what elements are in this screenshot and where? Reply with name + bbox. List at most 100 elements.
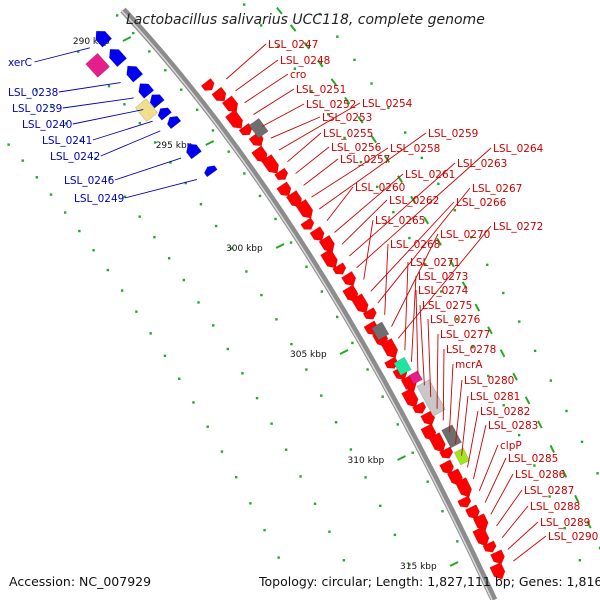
forward-gene-arrow[interactable] [457, 495, 472, 508]
forward-gene-label[interactable]: LSL_0278 [446, 344, 496, 356]
forward-gene-label[interactable]: LSL_0251 [296, 84, 346, 96]
gray-feature[interactable] [248, 117, 269, 139]
reverse-gene-label[interactable]: LSL_0242 [50, 151, 100, 163]
forward-gene-label[interactable]: clpP [500, 440, 522, 452]
forward-gene-label[interactable]: LSL_0282 [480, 406, 530, 418]
reverse-gene-arrow[interactable] [157, 107, 173, 121]
reverse-gene-arrow[interactable] [126, 65, 144, 83]
forward-gene-label[interactable]: LSL_0289 [540, 517, 590, 529]
forward-gene-label[interactable]: LSL_0283 [488, 420, 538, 432]
forward-gene-label[interactable]: LSL_0285 [508, 453, 558, 465]
forward-gene-label[interactable]: LSL_0253 [322, 112, 372, 124]
forward-gene-label[interactable]: LSL_0270 [440, 229, 490, 241]
forward-gene-label[interactable]: LSL_0254 [362, 98, 413, 110]
forward-gene-label[interactable]: LSL_0257 [340, 154, 390, 166]
forward-gene-label[interactable]: LSL_0248 [280, 55, 330, 67]
forward-gene-arrow[interactable] [362, 307, 377, 320]
forward-gene-label[interactable]: LSL_0280 [464, 375, 514, 387]
forward-gene-label[interactable]: LSL_0261 [405, 169, 455, 181]
forward-gene-arrow[interactable] [341, 270, 357, 286]
forward-gene-arrow[interactable] [412, 401, 427, 414]
forward-gene-arrow[interactable] [309, 226, 325, 242]
forward-gene-label[interactable]: LSL_0287 [524, 485, 574, 497]
forward-gene-arrow[interactable] [211, 86, 227, 102]
forward-gene-arrow[interactable] [224, 109, 244, 129]
forward-gene-arrow[interactable] [300, 217, 315, 230]
forward-gene-label[interactable]: LSL_0271 [410, 257, 460, 269]
forward-gene-arrow[interactable] [260, 153, 280, 174]
forward-gene-arrow[interactable] [318, 234, 335, 253]
forward-gene-arrow[interactable] [200, 77, 215, 91]
forward-gene-label[interactable]: LSL_0255 [323, 128, 373, 140]
forward-gene-label[interactable]: LSL_0276 [430, 314, 481, 326]
reverse-gene-label[interactable]: LSL_0246 [64, 175, 115, 187]
forward-gene-arrow[interactable] [401, 387, 419, 408]
forward-gene-label[interactable]: LSL_0265 [375, 215, 425, 227]
forward-gene-arrow[interactable] [472, 526, 490, 547]
forward-gene-arrow[interactable] [380, 337, 399, 359]
forward-gene-arrow[interactable] [320, 248, 338, 269]
forward-gene-arrow[interactable] [482, 540, 497, 553]
forward-gene-arrow[interactable] [274, 167, 289, 181]
reverse-gene-arrow[interactable] [108, 48, 128, 68]
forward-gene-label[interactable]: LSL_0256 [331, 142, 382, 154]
reverse-gene-label[interactable]: LSL_0240 [22, 119, 72, 131]
teal-feature[interactable] [393, 356, 412, 376]
forward-gene-label[interactable]: LSL_0275 [422, 300, 472, 312]
gray-feature[interactable] [371, 321, 390, 341]
forward-gene-label[interactable]: LSL_0260 [355, 182, 405, 194]
forward-gene-label[interactable]: LSL_0281 [470, 391, 520, 403]
forward-gene-arrow[interactable] [428, 432, 446, 453]
reverse-gene-arrow[interactable] [138, 83, 155, 99]
forward-gene-arrow[interactable] [454, 477, 473, 498]
reverse-gene-label[interactable]: LSL_0238 [8, 87, 58, 99]
forward-gene-label[interactable]: cro [290, 69, 306, 81]
reverse-gene-arrow[interactable] [186, 143, 202, 160]
reverse-gene-arrow[interactable] [149, 94, 165, 109]
forward-gene-label[interactable]: LSL_0274 [418, 285, 469, 297]
forward-gene-arrow[interactable] [439, 459, 455, 475]
forward-gene-label[interactable]: mcrA [455, 359, 483, 371]
forward-gene-label[interactable]: LSL_0259 [428, 128, 478, 140]
forward-gene-label[interactable]: LSL_0266 [456, 197, 507, 209]
forward-gene-label[interactable]: LSL_0247 [268, 39, 318, 51]
reverse-gene-arrow[interactable] [166, 115, 182, 130]
forward-gene-arrow[interactable] [276, 181, 292, 197]
reverse-gene-label[interactable]: LSL_0239 [12, 103, 62, 115]
magenta-feature[interactable] [408, 370, 423, 385]
forward-gene-arrow[interactable] [238, 122, 253, 136]
forward-gene-arrow[interactable] [332, 262, 347, 275]
magenta-feature[interactable] [85, 52, 111, 78]
reverse-gene-label[interactable]: LSL_0249 [74, 193, 124, 205]
forward-gene-label[interactable]: LSL_0290 [548, 531, 598, 543]
forward-gene-arrow[interactable] [439, 446, 454, 459]
forward-gene-label[interactable]: LSL_0288 [530, 501, 580, 513]
forward-gene-arrow[interactable] [295, 198, 314, 219]
forward-gene-arrow[interactable] [464, 504, 480, 520]
forward-gene-label[interactable]: LSL_0277 [440, 329, 490, 341]
lime-feature[interactable] [453, 447, 471, 466]
forward-gene-label[interactable]: LSL_0268 [390, 239, 440, 251]
reverse-gene-arrow[interactable] [95, 30, 113, 48]
reverse-gene-label[interactable]: xerC [8, 57, 32, 69]
reverse-gene-label[interactable]: LSL_0241 [42, 135, 92, 147]
reverse-gene-arrow[interactable] [203, 165, 218, 178]
forward-gene-label[interactable]: LSL_0263 [457, 158, 507, 170]
forward-gene-label[interactable]: LSL_0252 [306, 99, 356, 111]
forward-gene-label[interactable]: LSL_0286 [515, 469, 566, 481]
yellow-feature[interactable] [134, 98, 158, 123]
forward-gene-arrow[interactable] [489, 562, 506, 580]
forward-gene-label[interactable]: LSL_0273 [418, 271, 468, 283]
forward-gene-label[interactable]: LSL_0264 [493, 143, 544, 155]
forward-gene-label[interactable]: LSL_0267 [472, 183, 522, 195]
forward-gene-arrow[interactable] [350, 293, 369, 314]
forward-gene-arrow[interactable] [489, 549, 505, 565]
gray-feature[interactable] [441, 424, 462, 449]
forward-gene-label[interactable]: LSL_0258 [390, 143, 440, 155]
light-gray-feature[interactable] [416, 379, 446, 417]
forward-gene-label[interactable]: LSL_0272 [493, 221, 543, 233]
forward-gene-arrow[interactable] [221, 95, 239, 113]
forward-gene-arrow[interactable] [472, 513, 489, 531]
forward-gene-label[interactable]: LSL_0262 [389, 195, 439, 207]
forward-gene-arrow[interactable] [420, 410, 436, 426]
